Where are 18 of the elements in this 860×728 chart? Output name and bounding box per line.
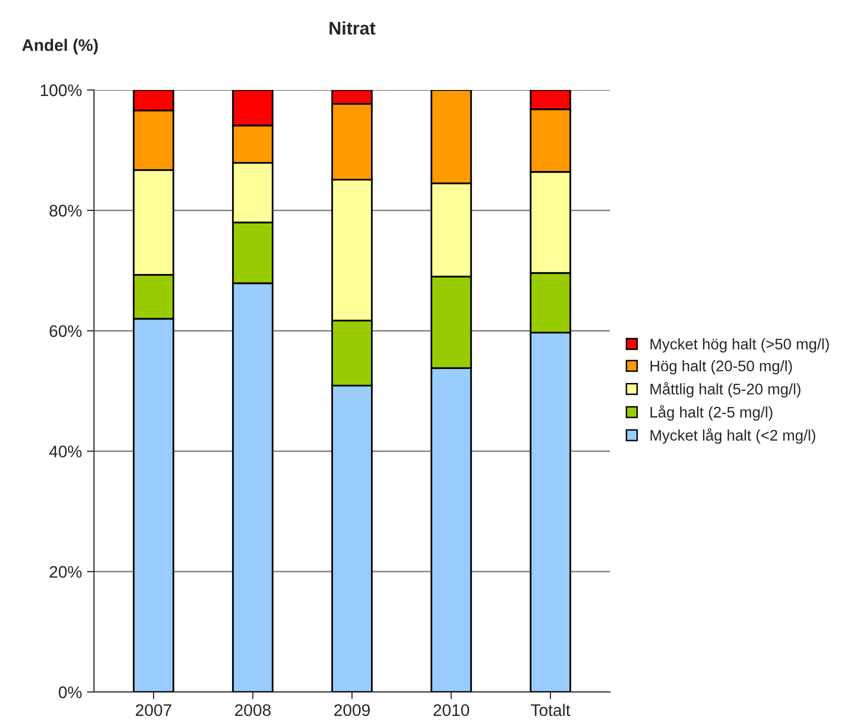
x-tick-label: 2010: [434, 704, 470, 716]
x-tick-label: 2009: [334, 704, 370, 716]
x-tick-label: 2007: [136, 704, 172, 716]
legend-label: Mycket låg halt (<2 mg/l): [650, 428, 816, 444]
chart-title: Nitrat: [330, 21, 376, 35]
y-tick-label: 40%: [49, 446, 82, 458]
legend-label: Låg halt (2-5 mg/l): [650, 405, 772, 421]
legend-label: Mycket hög halt (>50 mg/l): [650, 338, 829, 352]
y-tick-label: 60%: [50, 325, 82, 338]
x-tick-label: Totalt: [530, 704, 570, 716]
y-axis-title: Andel (%): [22, 38, 98, 54]
y-tick-label: 0%: [58, 686, 82, 698]
y-tick-label: 20%: [50, 566, 82, 578]
y-tick-label: 100%: [40, 84, 82, 96]
legend-label: Måttlig halt (5-20 mg/l): [650, 382, 800, 398]
y-tick-label: 80%: [50, 204, 82, 217]
legend-label: Hög halt (20-50 mg/l): [650, 360, 792, 374]
x-tick-label: 2008: [235, 704, 271, 716]
